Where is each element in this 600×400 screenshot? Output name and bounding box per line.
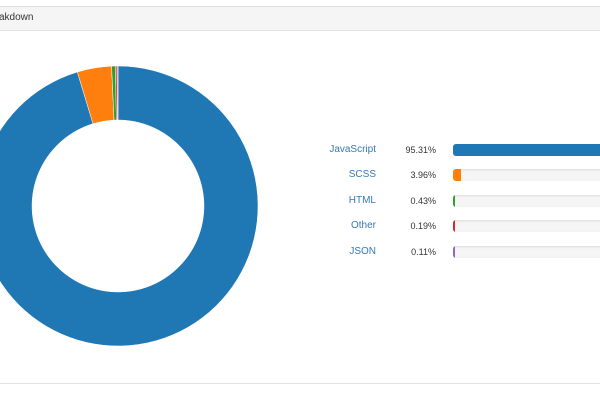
progress-track-html: [453, 195, 600, 207]
language-link-html[interactable]: HTML: [348, 195, 376, 206]
percent-label-javascript: 95.31%: [405, 145, 436, 155]
progress-track-other: [453, 220, 600, 232]
language-link-scss[interactable]: SCSS: [348, 169, 376, 180]
progress-bar-html: [453, 195, 455, 207]
panel-title: akdown: [0, 12, 34, 23]
percent-label-scss: 3.96%: [410, 170, 436, 180]
progress-bar-javascript: [453, 144, 600, 156]
legend-row-javascript: JavaScript 95.31%: [320, 143, 600, 159]
language-link-javascript[interactable]: JavaScript: [329, 144, 376, 155]
progress-track-scss: [453, 169, 600, 181]
language-link-other[interactable]: Other: [350, 220, 376, 231]
legend-row-other: Other 0.19%: [320, 219, 600, 235]
legend-row-html: HTML 0.43%: [320, 194, 600, 210]
progress-bar-other: [453, 220, 455, 232]
percent-label-html: 0.43%: [410, 196, 436, 206]
progress-bar-json: [453, 246, 455, 258]
donut-slice-javascript[interactable]: [0, 65, 259, 347]
progress-track-json: [453, 246, 600, 258]
legend-row-scss: SCSS 3.96%: [320, 168, 600, 184]
percent-label-other: 0.19%: [410, 221, 436, 231]
donut-slice-json[interactable]: [116, 65, 119, 121]
progress-bar-scss: [453, 169, 461, 181]
progress-track-javascript: [453, 144, 600, 156]
percent-label-json: 0.11%: [411, 247, 436, 257]
panel-footer-divider: [0, 383, 600, 384]
legend-row-json: JSON 0.11%: [320, 245, 600, 261]
language-link-json[interactable]: JSON: [349, 246, 376, 257]
panel-header: akdown: [0, 7, 600, 31]
